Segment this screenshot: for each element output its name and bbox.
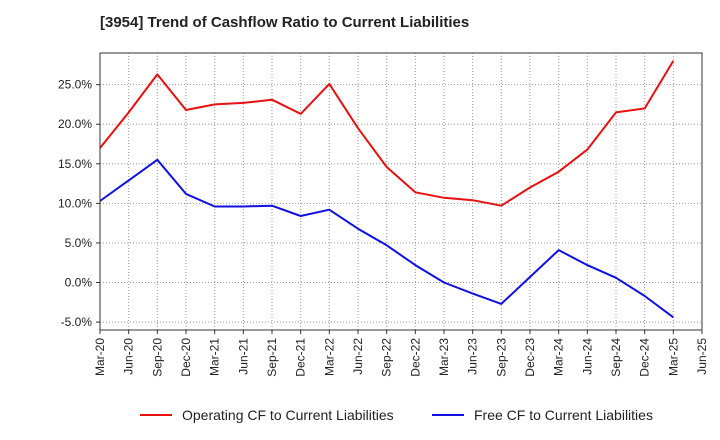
x-tick-label: Mar-24 — [552, 338, 566, 376]
x-tick-label: Jun-25 — [695, 338, 709, 375]
x-tick-label: Mar-25 — [666, 338, 680, 376]
y-tick-label: 0.0% — [65, 276, 93, 290]
x-tick-label: Jun-20 — [122, 338, 136, 375]
x-tick-label: Dec-24 — [638, 338, 652, 377]
series-lines — [99, 60, 675, 319]
chart-title: [3954] Trend of Cashflow Ratio to Curren… — [100, 14, 470, 31]
x-tick-label: Jun-23 — [466, 338, 480, 375]
legend-label-free-cf: Free CF to Current Liabilities — [474, 407, 653, 423]
y-tick-label: -5.0% — [61, 315, 93, 329]
free-cf-line — [99, 158, 674, 319]
x-tick-label: Jun-22 — [351, 338, 365, 375]
x-tick-label: Sep-24 — [609, 338, 623, 377]
x-tick-label: Mar-21 — [208, 338, 222, 376]
legend-swatch-operating-cf — [140, 414, 172, 416]
y-tick-label: 5.0% — [65, 236, 93, 250]
x-tick-label: Dec-20 — [179, 338, 193, 377]
x-tick-label: Mar-20 — [93, 338, 107, 376]
y-tick-label: 20.0% — [58, 117, 92, 131]
x-tick-label: Sep-23 — [494, 338, 508, 377]
plot-background — [100, 53, 702, 330]
y-tick-label: 15.0% — [58, 157, 92, 171]
x-tick-label: Dec-22 — [408, 338, 422, 377]
legend-label-operating-cf: Operating CF to Current Liabilities — [182, 407, 394, 423]
x-tick-label: Mar-23 — [437, 338, 451, 376]
x-tick-label: Sep-21 — [265, 338, 279, 377]
x-tick-label: Mar-22 — [322, 338, 336, 376]
x-tick-label: Sep-20 — [150, 338, 164, 377]
y-tick-label: 10.0% — [58, 196, 92, 210]
x-tick-label: Jun-24 — [580, 338, 594, 375]
plot-frame — [99, 52, 703, 331]
x-tick-label: Jun-21 — [236, 338, 250, 375]
x-tick-label: Sep-22 — [380, 338, 394, 377]
operating-cf-line — [99, 60, 675, 207]
legend: Operating CF to Current Liabilities Free… — [0, 404, 720, 426]
x-axis-tick-labels: Mar-20 Jun-20 Sep-20 Dec-20 Mar-21 Jun-21 Sep-… — [93, 338, 709, 377]
x-tick-label: Dec-21 — [294, 338, 308, 377]
x-tick-label: Dec-23 — [523, 338, 537, 377]
legend-item-operating-cf: Operating CF to Current Liabilities — [140, 404, 394, 426]
y-axis-tick-labels: -5.0% 0.0% 5.0% 10.0% 15.0% 20.0% 25.0% — [58, 78, 92, 329]
legend-swatch-free-cf — [432, 414, 464, 416]
legend-item-free-cf: Free CF to Current Liabilities — [432, 404, 653, 426]
y-tick-label: 25.0% — [58, 78, 92, 92]
